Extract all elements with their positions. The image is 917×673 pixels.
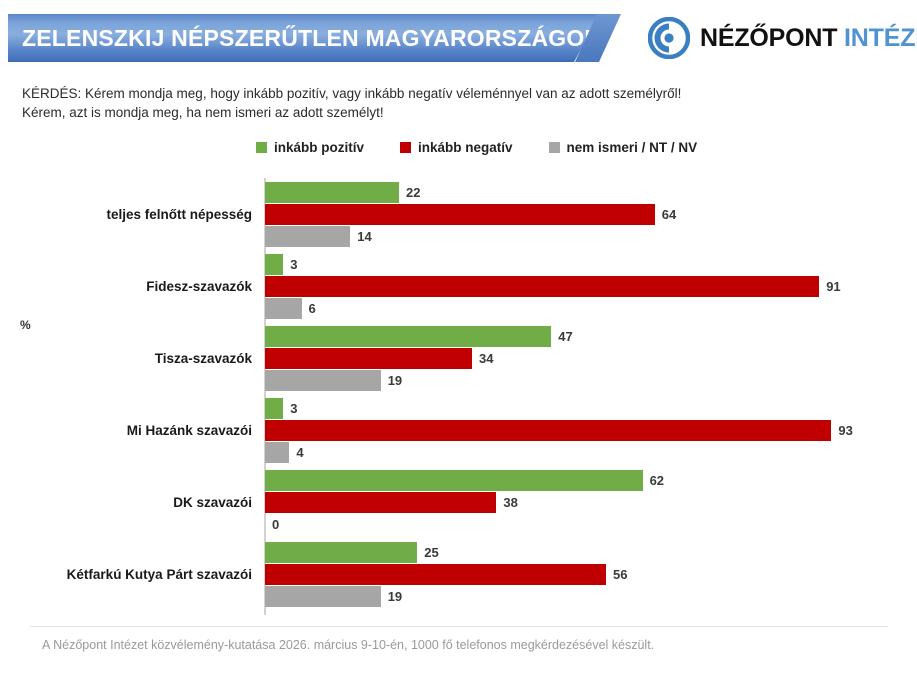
bar-row[interactable]: 4	[265, 442, 304, 463]
bar-row[interactable]: 47	[265, 326, 573, 347]
methodology-note: A Nézőpont Intézet közvélemény-kutatása …	[42, 638, 655, 652]
legend-swatch-icon	[400, 142, 412, 153]
legend-label: inkább pozitív	[274, 140, 365, 155]
bar-value-label: 38	[503, 495, 518, 510]
category-label: Mi Hazánk szavazói	[126, 423, 252, 438]
bar-value-label: 25	[424, 545, 439, 560]
legend-item[interactable]: inkább negatív	[400, 140, 513, 155]
bar-row[interactable]: 64	[265, 204, 676, 225]
legend-item[interactable]: nem ismeri / NT / NV	[548, 140, 698, 155]
bar-value-label: 0	[272, 517, 280, 532]
bar-segment[interactable]	[265, 254, 284, 275]
bar-value-label: 14	[357, 229, 372, 244]
bar-segment[interactable]	[265, 298, 302, 319]
bar-value-label: 62	[649, 473, 665, 488]
bar-chart: % teljes felnőtt népesség 22 64 14 Fidesz-sz…	[0, 170, 917, 620]
chart-group: Kétfarkú Kutya Párt szavazói 25 56 19	[0, 542, 917, 607]
bar-value-label: 19	[387, 373, 403, 388]
bar-segment[interactable]	[265, 276, 820, 297]
bar-row[interactable]: 19	[265, 370, 402, 391]
title-banner: ZELENSZKIJ NÉPSZERŰTLEN MAGYARORSZÁGON	[8, 14, 600, 62]
chart-group: Tisza-szavazók 47 34 19	[0, 326, 917, 391]
chart-group: Mi Hazánk szavazói 3 93 4	[0, 398, 917, 463]
legend-swatch-icon	[548, 142, 560, 153]
bar-segment[interactable]	[265, 370, 381, 391]
bar-row[interactable]: 14	[265, 226, 372, 247]
bar-row[interactable]: 91	[265, 276, 841, 297]
brand-name-primary: NÉZŐPONT	[700, 23, 838, 52]
bar-segment[interactable]	[265, 420, 832, 441]
bar-segment[interactable]	[265, 470, 643, 491]
bar-value-label: 22	[405, 185, 421, 200]
bar-segment[interactable]	[265, 348, 473, 369]
bar-row[interactable]: 62	[265, 470, 664, 491]
category-label: Fidesz-szavazók	[146, 279, 252, 294]
brand-logo: NÉZŐPONT INTÉZET	[647, 16, 917, 60]
bar-segment[interactable]	[265, 564, 607, 585]
bar-segment[interactable]	[265, 442, 290, 463]
legend-label: nem ismeri / NT / NV	[566, 140, 698, 155]
brand-name-secondary: INTÉZET	[844, 23, 917, 52]
bar-row[interactable]: 93	[265, 420, 853, 441]
bar-value-label: 34	[479, 351, 494, 366]
bar-value-label: 93	[838, 423, 853, 438]
survey-question: KÉRDÉS: Kérem mondja meg, hogy inkább po…	[22, 84, 882, 122]
bar-segment[interactable]	[265, 182, 399, 203]
bar-row[interactable]: 3	[265, 398, 298, 419]
category-label: Tisza-szavazók	[154, 351, 252, 366]
bar-value-label: 56	[613, 567, 628, 582]
bar-segment[interactable]	[265, 204, 655, 225]
bar-segment[interactable]	[265, 398, 284, 419]
bar-segment[interactable]	[265, 542, 418, 563]
bar-row[interactable]: 25	[265, 542, 439, 563]
bar-value-label: 6	[308, 301, 316, 316]
legend-item[interactable]: inkább pozitív	[256, 140, 364, 155]
bar-row[interactable]: 3	[265, 254, 298, 275]
bar-value-label: 3	[290, 401, 298, 416]
question-line-1: KÉRDÉS: Kérem mondja meg, hogy inkább po…	[22, 86, 682, 101]
bar-value-label: 19	[387, 589, 403, 604]
brand-wordmark: NÉZŐPONT INTÉZET	[700, 24, 917, 53]
bar-row[interactable]: 0	[265, 514, 279, 535]
bar-row[interactable]: 6	[265, 298, 316, 319]
bar-value-label: 91	[826, 279, 841, 294]
bar-value-label: 47	[558, 329, 573, 344]
value-axis-line	[264, 178, 266, 615]
footer-divider	[30, 626, 888, 627]
category-label: Kétfarkú Kutya Párt szavazói	[66, 567, 252, 582]
axis-unit-label: %	[20, 318, 31, 332]
bar-row[interactable]: 56	[265, 564, 628, 585]
legend-swatch-icon	[256, 142, 267, 153]
chart-group: DK szavazói 62 38 0	[0, 470, 917, 535]
category-label: DK szavazói	[173, 495, 252, 510]
chart-legend: inkább pozitív inkább negatív nem ismeri /…	[256, 140, 697, 155]
bar-value-label: 64	[661, 207, 677, 222]
chart-group: Fidesz-szavazók 3 91 6	[0, 254, 917, 319]
bar-row[interactable]: 38	[265, 492, 518, 513]
bar-segment[interactable]	[265, 326, 552, 347]
page-header: ZELENSZKIJ NÉPSZERŰTLEN MAGYARORSZÁGON N…	[0, 0, 917, 72]
nezopont-circle-logo-icon	[647, 16, 691, 60]
bar-value-label: 3	[290, 257, 298, 272]
bar-row[interactable]: 22	[265, 182, 420, 203]
bar-segment[interactable]	[265, 226, 351, 247]
chart-group: teljes felnőtt népesség 22 64 14	[0, 182, 917, 247]
category-label: teljes felnőtt népesség	[106, 207, 252, 222]
bar-row[interactable]: 34	[265, 348, 494, 369]
bar-segment[interactable]	[265, 492, 497, 513]
bar-row[interactable]: 19	[265, 586, 402, 607]
page-title: ZELENSZKIJ NÉPSZERŰTLEN MAGYARORSZÁGON	[22, 24, 602, 51]
bar-segment[interactable]	[265, 586, 381, 607]
legend-label: inkább negatív	[418, 140, 513, 155]
question-line-2: Kérem, azt is mondja meg, ha nem ismeri …	[22, 105, 384, 120]
bar-value-label: 4	[296, 445, 304, 460]
